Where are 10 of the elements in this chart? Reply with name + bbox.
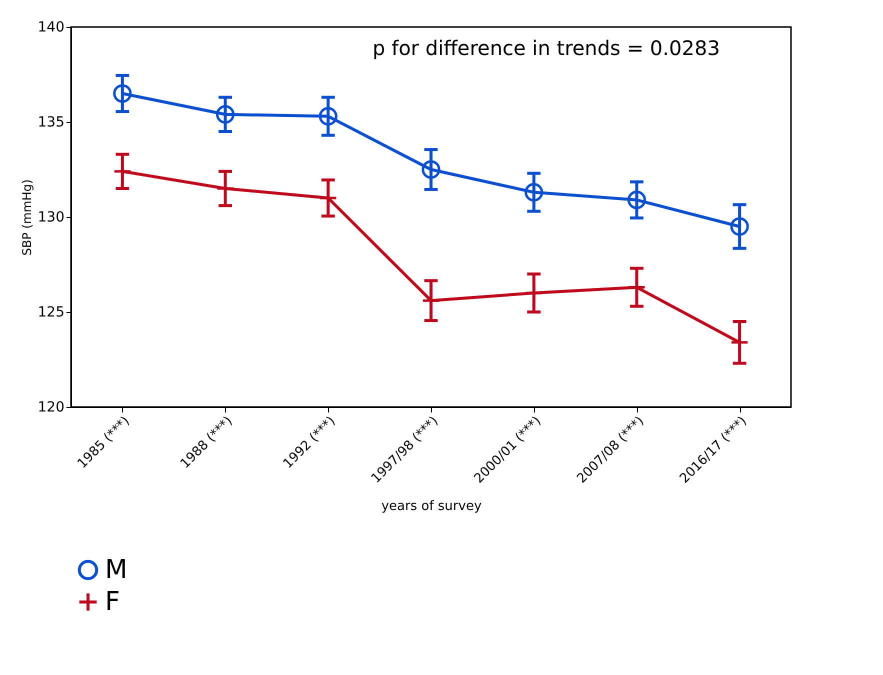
- y-tick-label: 140: [38, 20, 64, 36]
- y-tick-label: 130: [38, 210, 64, 226]
- y-tick-label: 125: [38, 304, 64, 320]
- legend-label: M: [105, 555, 128, 585]
- legend-label: F: [105, 587, 120, 617]
- annotation: p for difference in trends = 0.0283: [372, 36, 720, 60]
- y-tick-label: 135: [38, 114, 64, 130]
- y-axis-title: SBP (mmHg): [20, 179, 34, 256]
- x-axis-title: years of survey: [381, 498, 482, 514]
- y-tick-label: 120: [38, 400, 64, 416]
